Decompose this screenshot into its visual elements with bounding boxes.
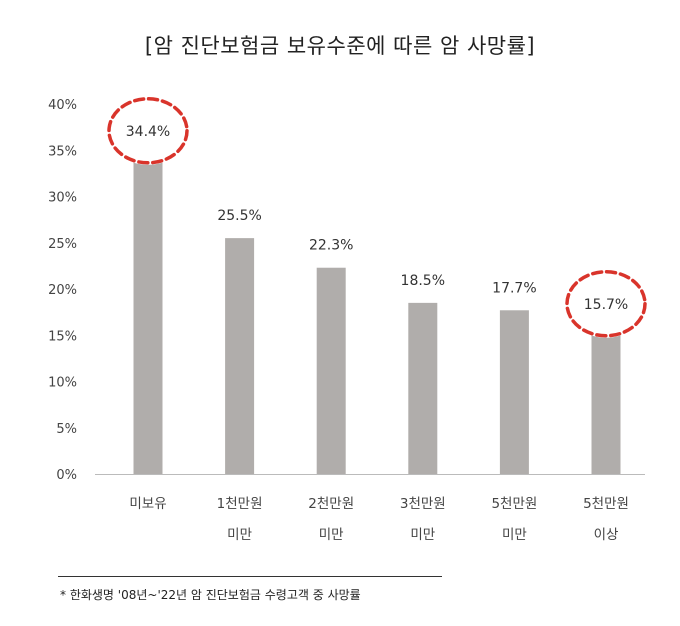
- highlight-circle: [107, 97, 189, 165]
- data-label: 34.4%: [126, 124, 170, 140]
- category-label: 3천만원: [400, 496, 446, 512]
- bar: [316, 267, 346, 474]
- bars: [133, 155, 621, 475]
- y-tick-label: 20%: [48, 283, 77, 298]
- y-tick-label: 15%: [48, 329, 77, 344]
- highlight-circle: [565, 270, 647, 338]
- data-label: 18.5%: [401, 273, 445, 289]
- y-tick-label: 40%: [48, 98, 77, 113]
- bar: [591, 328, 621, 474]
- y-tick-label: 0%: [56, 468, 77, 483]
- highlight-circles: [107, 96, 647, 338]
- category-label: 5천만원: [583, 496, 629, 512]
- highlight-background: [565, 269, 647, 338]
- category-label: 5천만원: [491, 496, 537, 512]
- category-label: 미만: [410, 527, 435, 543]
- y-tick-label: 35%: [48, 144, 77, 159]
- bar: [499, 310, 529, 474]
- category-label: 미만: [502, 527, 527, 543]
- bar: [225, 238, 255, 474]
- category-label: 1천만원: [217, 496, 263, 512]
- footnote: * 한화생명 '08년~'22년 암 진단보험금 수령고객 중 사망률: [60, 588, 361, 602]
- highlight-background: [107, 96, 189, 165]
- data-label: 15.7%: [584, 297, 628, 313]
- category-label: 2천만원: [308, 496, 354, 512]
- bar: [408, 302, 438, 474]
- y-tick-label: 30%: [48, 191, 77, 206]
- category-label: 미만: [319, 527, 344, 543]
- data-label: 22.3%: [309, 238, 353, 254]
- y-tick-label: 5%: [56, 422, 77, 437]
- chart-title: [암 진단보험금 보유수준에 따른 암 사망률]: [144, 34, 536, 58]
- y-tick-label: 25%: [48, 237, 77, 252]
- data-label: 25.5%: [217, 208, 261, 224]
- data-label: 17.7%: [492, 280, 536, 296]
- data-labels: 34.4% 25.5% 22.3% 18.5% 17.7% 15.7%: [126, 124, 628, 313]
- y-axis-ticks: 0% 5% 10% 15% 20% 25% 30% 35% 40%: [48, 98, 77, 483]
- bar: [133, 155, 163, 475]
- footnote-divider: [58, 576, 442, 577]
- category-label: 미보유: [129, 496, 166, 512]
- category-label: 미만: [227, 527, 252, 543]
- y-tick-label: 10%: [48, 376, 77, 391]
- category-label: 이상: [594, 527, 619, 543]
